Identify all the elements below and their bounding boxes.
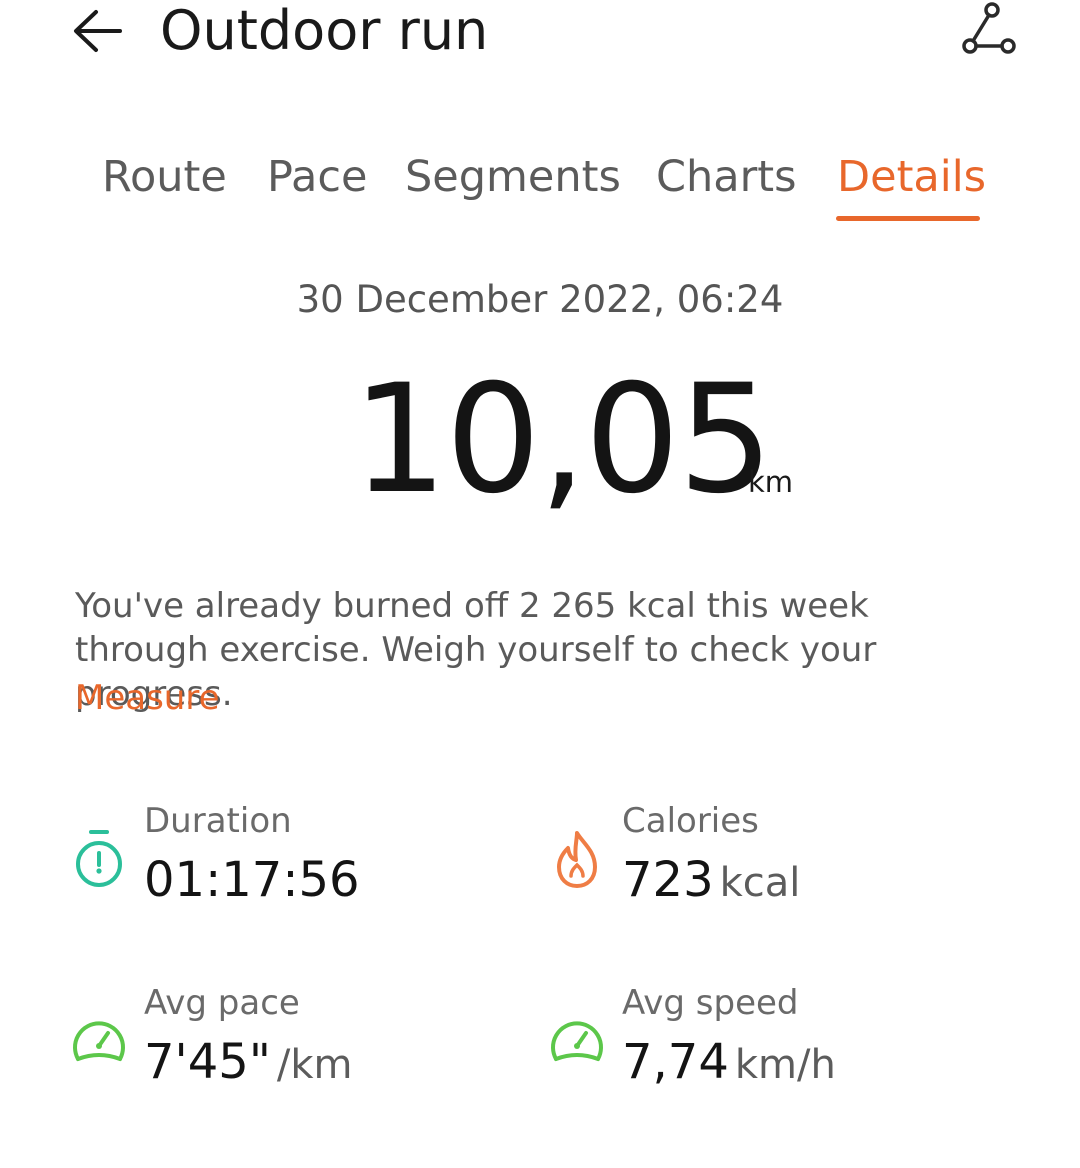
measure-link[interactable]: Measure (75, 678, 220, 718)
speedometer-icon (66, 1008, 132, 1074)
route-icon (962, 2, 1016, 54)
stat-duration: Duration 01:17:56 (66, 800, 526, 920)
calories-value: 723 (622, 852, 714, 908)
tab-bar: Route Pace Segments Charts Details (0, 150, 1080, 230)
distance-unit: km (748, 465, 794, 499)
avg-speed-label: Avg speed (622, 983, 799, 1023)
duration-label: Duration (144, 801, 292, 841)
stat-calories: Calories 723 kcal (544, 800, 1004, 920)
app-header: Outdoor run (0, 0, 1080, 80)
active-tab-indicator (836, 216, 980, 221)
avg-pace-value: 7'45" (144, 1034, 271, 1090)
distance-value: 10,05 (352, 353, 773, 527)
distance-display: 10,05 km (352, 360, 793, 520)
weekly-calorie-notice: You've already burned off 2 265 kcal thi… (75, 586, 877, 714)
speedometer-icon (544, 1008, 610, 1074)
stopwatch-icon (66, 826, 132, 892)
avg-speed-value: 7,74 (622, 1034, 729, 1090)
stat-avg-speed: Avg speed 7,74 km/h (544, 982, 1004, 1102)
avg-pace-label: Avg pace (144, 983, 300, 1023)
tab-route[interactable]: Route (102, 152, 227, 202)
route-button[interactable] (946, 0, 1022, 60)
calories-unit: kcal (719, 860, 801, 906)
tab-pace[interactable]: Pace (267, 152, 368, 202)
page-title: Outdoor run (160, 0, 489, 62)
tab-details[interactable]: Details (837, 152, 987, 202)
tab-charts[interactable]: Charts (656, 152, 797, 202)
calories-label: Calories (622, 801, 759, 841)
duration-value: 01:17:56 (144, 852, 360, 908)
back-arrow-icon (74, 10, 122, 52)
flame-icon (544, 826, 610, 892)
avg-speed-unit: km/h (734, 1042, 836, 1088)
back-button[interactable] (58, 0, 134, 60)
stat-avg-pace: Avg pace 7'45"/km (66, 982, 526, 1102)
workout-date: 30 December 2022, 06:24 (296, 278, 784, 321)
avg-pace-unit: /km (276, 1042, 353, 1088)
tab-segments[interactable]: Segments (405, 152, 621, 202)
